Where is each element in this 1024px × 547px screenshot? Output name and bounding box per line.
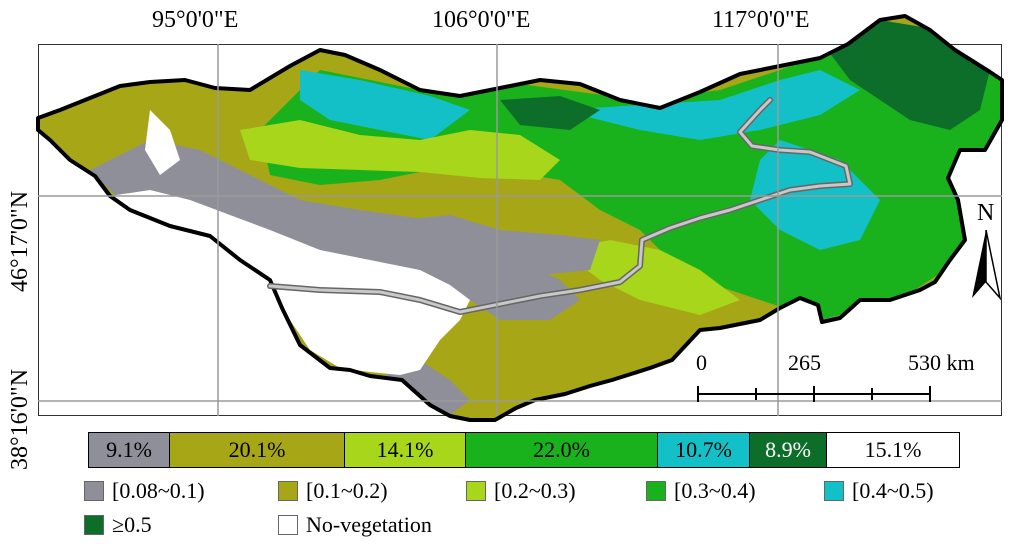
pct-segment-1: 9.1% <box>89 433 170 467</box>
scale-ruler <box>697 386 931 402</box>
pct-label-4: 22.0% <box>533 437 590 462</box>
legend-item-2: [0.1~0.2) <box>278 478 388 504</box>
pct-label-2: 20.1% <box>228 437 286 462</box>
longitude-label-117: 117°0'0"E <box>712 7 810 33</box>
latitude-label-46: 46°17'0"N <box>7 190 33 292</box>
longitude-label-95: 95°0'0"E <box>152 7 239 33</box>
north-label: N <box>977 200 995 226</box>
pct-label-7: 15.1% <box>864 437 922 462</box>
legend-label-4: [0.3~0.4) <box>674 478 756 503</box>
legend-item-3: [0.2~0.3) <box>466 478 576 504</box>
legend-swatch-2 <box>278 481 298 501</box>
legend-label-1: [0.08~0.1) <box>112 478 205 503</box>
legend-swatch-7 <box>278 515 298 535</box>
legend-item-6: ≥0.5 <box>84 512 152 538</box>
north-arrow: N <box>966 200 1006 300</box>
pct-segment-3: 14.1% <box>345 433 466 467</box>
legend-swatch-4 <box>646 481 666 501</box>
legend-item-4: [0.3~0.4) <box>646 478 756 504</box>
pct-label-3: 14.1% <box>376 437 434 462</box>
scale-bar: 0 265 530 km <box>696 350 975 410</box>
legend-swatch-3 <box>466 481 486 501</box>
scale-label-265: 265 <box>788 350 821 375</box>
legend-swatch-6 <box>84 515 104 535</box>
pct-segment-4: 22.0% <box>466 433 658 467</box>
latitude-label-38: 38°16'0"N <box>7 368 33 470</box>
legend-label-5: [0.4~0.5) <box>852 478 934 503</box>
pct-label-6: 8.9% <box>765 437 811 462</box>
pct-segment-7: 15.1% <box>827 433 959 467</box>
legend-swatch-5 <box>824 481 844 501</box>
percentage-bar: 9.1% 20.1% 14.1% 22.0% 10.7% 8.9% 15.1% <box>88 432 960 468</box>
legend-label-2: [0.1~0.2) <box>306 478 388 503</box>
legend-label-3: [0.2~0.3) <box>494 478 576 503</box>
pct-segment-2: 20.1% <box>170 433 345 467</box>
legend-item-1: [0.08~0.1) <box>84 478 205 504</box>
longitude-label-106: 106°0'0"E <box>432 7 531 33</box>
scale-label-0: 0 <box>696 350 707 375</box>
scale-label-530: 530 km <box>908 350 975 375</box>
pct-segment-5: 10.7% <box>658 433 750 467</box>
north-arrow-icon <box>972 229 1002 300</box>
legend-label-6: ≥0.5 <box>112 512 152 537</box>
pct-segment-6: 8.9% <box>750 433 827 467</box>
legend-swatch-1 <box>84 481 104 501</box>
pct-label-5: 10.7% <box>675 437 732 462</box>
legend-item-5: [0.4~0.5) <box>824 478 934 504</box>
pct-label-1: 9.1% <box>106 437 152 462</box>
legend-label-7: No-vegetation <box>306 512 432 537</box>
legend-item-7: No-vegetation <box>278 512 432 538</box>
